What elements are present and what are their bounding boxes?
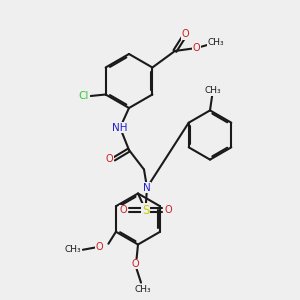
- Text: NH: NH: [112, 122, 128, 133]
- Text: CH₃: CH₃: [204, 86, 221, 95]
- Text: CH₃: CH₃: [134, 285, 151, 294]
- Text: O: O: [182, 29, 189, 40]
- Text: N: N: [143, 182, 151, 193]
- Text: O: O: [96, 242, 103, 252]
- Text: CH₃: CH₃: [208, 38, 224, 47]
- Text: S: S: [142, 203, 149, 217]
- Text: O: O: [164, 205, 172, 215]
- Text: Cl: Cl: [79, 91, 89, 101]
- Text: O: O: [193, 43, 200, 53]
- Text: CH₃: CH₃: [64, 245, 81, 254]
- Text: O: O: [119, 205, 127, 215]
- Text: O: O: [131, 259, 139, 269]
- Text: O: O: [106, 154, 113, 164]
